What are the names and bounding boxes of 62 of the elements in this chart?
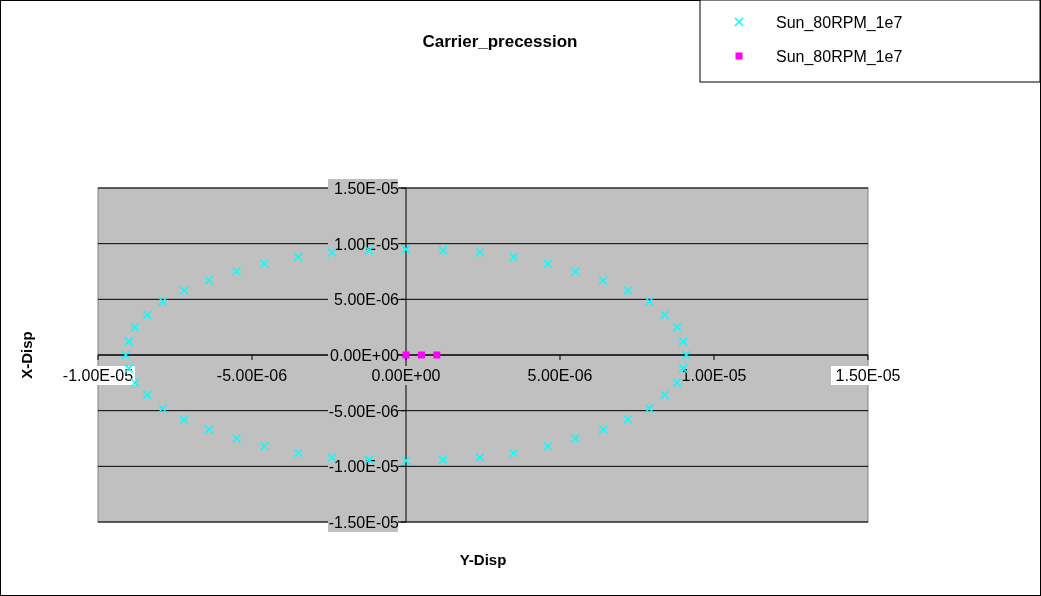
point xyxy=(672,378,682,388)
point xyxy=(542,441,553,452)
point xyxy=(120,350,131,360)
point xyxy=(204,275,214,286)
point xyxy=(644,296,655,307)
point xyxy=(142,390,153,400)
point xyxy=(623,285,633,296)
point xyxy=(509,252,519,262)
x-tick-label: 5.00E-06 xyxy=(527,367,593,384)
point xyxy=(231,266,242,277)
point xyxy=(124,336,134,347)
point xyxy=(204,424,214,435)
y-tick-label: -1.00E-05 xyxy=(328,458,400,476)
point xyxy=(542,258,553,269)
x-tick-label: 1.50E-05 xyxy=(835,367,901,384)
point xyxy=(598,424,608,435)
point xyxy=(293,252,303,262)
point xyxy=(179,285,189,296)
point xyxy=(433,351,441,359)
y-tick-label: 0.00E+00 xyxy=(330,347,400,364)
point xyxy=(157,403,168,414)
point xyxy=(401,244,411,254)
point xyxy=(475,452,485,463)
point xyxy=(327,247,337,258)
point xyxy=(570,433,581,444)
point xyxy=(509,448,519,458)
point xyxy=(231,433,242,444)
point xyxy=(681,350,692,360)
x-axis-title: Y-Disp xyxy=(459,551,507,568)
point xyxy=(475,247,485,258)
point xyxy=(401,456,411,466)
point xyxy=(142,310,153,320)
y-tick-label: 1.50E-05 xyxy=(334,180,400,197)
point xyxy=(678,336,688,347)
point xyxy=(130,322,140,332)
legend-label: Sun_80RPM_1e7 xyxy=(776,14,903,32)
x-tick-label: -5.00E-06 xyxy=(216,367,288,384)
point xyxy=(570,266,581,277)
y-tick-label: 1.00E-05 xyxy=(334,235,400,253)
chart-title: Carrier_precession xyxy=(422,32,578,51)
point xyxy=(438,245,448,256)
x-tick-label: 0.00E+00 xyxy=(371,367,441,384)
point xyxy=(644,403,655,414)
legend-label: Sun_80RPM_1e7 xyxy=(776,48,903,66)
point xyxy=(259,441,270,452)
point xyxy=(672,322,682,332)
point xyxy=(179,414,189,425)
y-tick-label: -1.50E-05 xyxy=(328,514,400,531)
y-tick-label: 5.00E-06 xyxy=(334,291,400,309)
y-axis-title: X-Disp xyxy=(18,331,35,379)
point xyxy=(623,414,633,425)
point xyxy=(659,390,670,400)
point xyxy=(598,275,608,286)
x-tick-label: 1.00E-05 xyxy=(681,367,747,384)
point xyxy=(659,310,670,320)
point xyxy=(259,258,270,269)
y-tick-label: -5.00E-06 xyxy=(328,402,400,420)
point xyxy=(157,296,168,307)
x-tick-label: -1.00E-05 xyxy=(62,367,134,384)
point xyxy=(293,448,303,458)
point xyxy=(438,454,448,465)
point xyxy=(417,351,425,359)
